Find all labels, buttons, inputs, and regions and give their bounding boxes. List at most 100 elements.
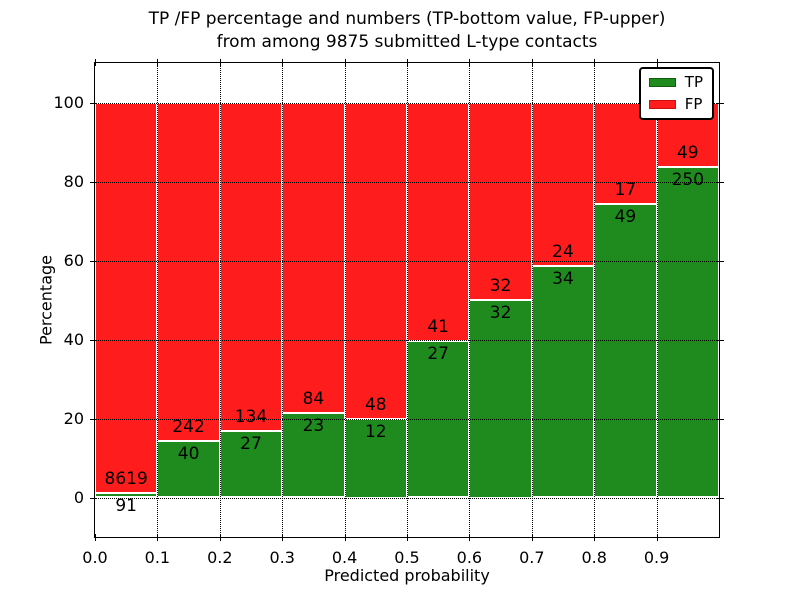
bar-segment-tp	[656, 167, 719, 498]
x-tick-label: 0.0	[82, 548, 108, 567]
legend-entry-fp: FP	[648, 95, 703, 113]
bar-segment-fp	[219, 102, 283, 432]
x-tick-label: 0.8	[581, 548, 607, 567]
x-tick-label: 0.2	[207, 548, 233, 567]
x-tick-top	[344, 59, 346, 66]
bar-segment-tp	[344, 418, 407, 498]
x-tick-label: 0.3	[269, 548, 295, 567]
x-tick-bottom	[282, 534, 284, 541]
x-tick-top	[282, 59, 284, 66]
bar-label-fp: 84	[302, 388, 325, 409]
y-tick-left	[90, 418, 97, 420]
x-tick-label: 0.6	[456, 548, 483, 567]
bar-label-tp: 32	[489, 303, 512, 323]
x-tick-top	[469, 59, 471, 66]
x-tick-bottom	[656, 534, 658, 541]
bar-label-tp: 49	[614, 207, 637, 228]
bar-label-tp: 250	[671, 170, 705, 191]
y-tick-right	[717, 497, 724, 499]
gridline-vertical	[407, 63, 408, 537]
y-tick-left	[90, 339, 97, 341]
bar-label-tp: 34	[552, 268, 574, 289]
gridline-vertical	[344, 63, 346, 537]
x-tick-top	[594, 59, 596, 66]
bar-label-fp: 8619	[104, 469, 148, 490]
y-tick-right	[717, 260, 724, 262]
bar-label-fp: 134	[234, 407, 268, 428]
gridline-vertical	[469, 63, 471, 537]
legend-entry-tp: TP	[648, 73, 703, 91]
bar-segment-fp	[407, 102, 470, 341]
x-tick-top	[95, 59, 96, 66]
bar-label-tp: 23	[302, 415, 325, 436]
y-tick-label: 100	[53, 92, 84, 112]
bar-segment-fp	[282, 102, 345, 413]
x-tick-top	[219, 59, 221, 66]
bar-segment-fp	[531, 102, 595, 266]
y-tick-left	[90, 497, 97, 499]
bar-segment-tp	[531, 265, 595, 498]
y-tick-right	[717, 339, 724, 341]
bar-label-fp: 49	[676, 143, 699, 164]
gridline-vertical	[656, 63, 658, 537]
x-tick-bottom	[469, 534, 471, 541]
x-tick-bottom	[157, 534, 159, 541]
chart-title-line2: from among 9875 submitted L-type contact…	[216, 32, 598, 52]
bar-label-tp: 27	[240, 434, 262, 455]
bar-label-tp: 12	[364, 421, 387, 442]
legend: TP FP	[638, 67, 714, 120]
bar-segment-fp	[95, 102, 158, 494]
bar-segment-fp	[157, 102, 220, 442]
y-tick-label: 40	[63, 329, 84, 349]
x-tick-top	[157, 59, 159, 66]
x-tick-bottom	[219, 534, 221, 541]
legend-swatch-fp	[648, 100, 676, 109]
x-tick-label: 0.7	[519, 548, 545, 567]
x-tick-label: 0.5	[394, 548, 420, 567]
x-tick-label: 0.9	[643, 548, 670, 567]
bar-label-fp: 32	[489, 276, 512, 296]
y-tick-right	[717, 102, 724, 104]
x-tick-bottom	[531, 534, 533, 541]
bar-label-fp: 48	[364, 394, 387, 415]
bar-label-tp: 40	[177, 444, 200, 465]
chart-title-line1: TP /FP percentage and numbers (TP-bottom…	[148, 9, 666, 29]
x-tick-bottom	[407, 534, 408, 541]
y-tick-left	[90, 102, 97, 104]
bar-segment-fp	[469, 102, 532, 300]
x-tick-top	[656, 59, 658, 66]
bar-label-fp: 242	[172, 417, 205, 438]
y-tick-label: 80	[63, 171, 84, 191]
bar-segment-tp	[95, 493, 158, 498]
bar-label-fp: 17	[614, 180, 637, 201]
bar-segment-tp	[282, 412, 345, 498]
legend-swatch-tp	[648, 78, 676, 87]
plot-area: 8619 91 242 40 134 27 84 23 48 12 41 27 32 32 24 34 17 49…	[94, 62, 720, 538]
bar-label-fp: 24	[552, 241, 574, 262]
x-axis-label: Predicted probability	[324, 566, 490, 585]
bar-segment-tp	[594, 204, 657, 498]
gridline-vertical	[219, 63, 221, 537]
gridline-vertical	[531, 63, 533, 537]
x-tick-label: 0.4	[331, 548, 358, 567]
chart-title: TP /FP percentage and numbers (TP-bottom…	[94, 8, 720, 54]
y-tick-right	[717, 181, 724, 183]
y-tick-label: 20	[63, 408, 84, 428]
bar-label-tp: 91	[115, 496, 138, 517]
x-tick-bottom	[95, 534, 96, 541]
y-tick-label: 60	[63, 250, 84, 270]
bar-segment-tp	[469, 300, 532, 498]
x-tick-top	[531, 59, 533, 66]
y-tick-label: 0	[73, 487, 84, 507]
gridline-vertical	[282, 63, 284, 537]
y-tick-left	[90, 260, 97, 262]
legend-label-fp: FP	[684, 95, 703, 113]
bar-label-fp: 41	[427, 316, 450, 337]
legend-label-tp: TP	[684, 73, 703, 91]
x-tick-bottom	[594, 534, 596, 541]
y-tick-right	[717, 418, 724, 420]
gridline-vertical	[157, 63, 159, 537]
y-tick-left	[90, 181, 97, 183]
x-tick-bottom	[344, 534, 346, 541]
